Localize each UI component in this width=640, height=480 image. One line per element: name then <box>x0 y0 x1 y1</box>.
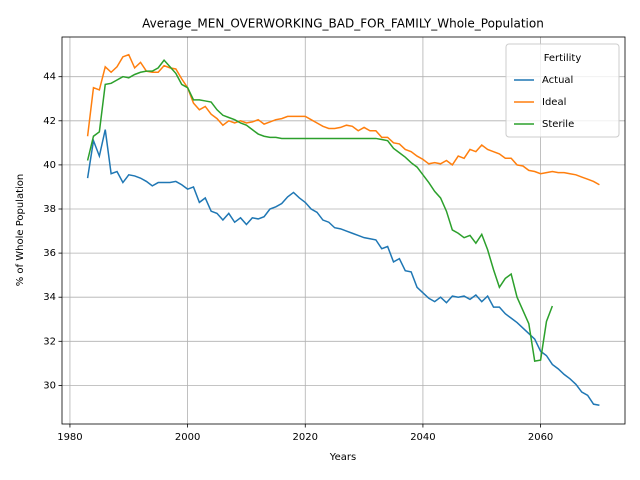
line <box>86 129 600 406</box>
y-tick-label: 36 <box>43 248 56 259</box>
line <box>86 58 554 363</box>
legend-label: Sterile <box>542 119 574 130</box>
plot-frame <box>61 36 626 425</box>
legend-label: Ideal <box>542 97 566 108</box>
legend-label: Actual <box>542 75 573 86</box>
x-tick-label: 2040 <box>410 432 435 443</box>
chart-title: Average_MEN_OVERWORKING_BAD_FOR_FAMILY_W… <box>142 17 544 31</box>
y-tick-label: 30 <box>43 380 56 391</box>
legend-box <box>505 43 620 138</box>
x-tick-label: 2000 <box>175 432 200 443</box>
line <box>86 53 600 186</box>
x-axis-label: Years <box>329 452 356 463</box>
y-axis-label: % of Whole Population <box>15 174 26 287</box>
y-tick-label: 32 <box>43 336 56 347</box>
legend-title: Fertility <box>544 53 582 64</box>
x-tick-label: 1980 <box>57 432 82 443</box>
y-tick-label: 44 <box>43 72 56 83</box>
y-tick-label: 40 <box>43 160 56 171</box>
x-tick-label: 2020 <box>293 432 318 443</box>
y-tick-label: 42 <box>43 116 56 127</box>
y-tick-label: 34 <box>43 292 56 303</box>
y-tick-label: 38 <box>43 204 56 215</box>
x-tick-label: 2060 <box>528 432 553 443</box>
